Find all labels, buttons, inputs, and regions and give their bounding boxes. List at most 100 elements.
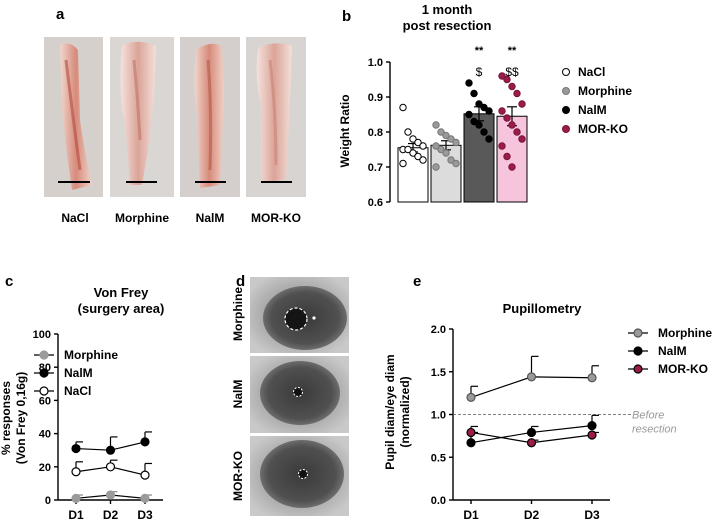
chart-b-point: [432, 163, 440, 171]
chart-b-point: [503, 75, 511, 84]
chart-b-point: [447, 156, 455, 164]
chart-c-ytick-label: 0: [45, 495, 51, 507]
chart-c: Von Frey (surgery area) % responses (Von…: [0, 285, 164, 522]
sample-label-morphine: Morphine: [115, 211, 169, 225]
chart-e-legend-label: MOR-KO: [658, 362, 708, 376]
chart-c-xtick-label: D1: [68, 508, 84, 522]
chart-b-point: [442, 149, 450, 157]
chart-b-point: [419, 156, 427, 164]
chart-c-legend-marker: [39, 386, 49, 396]
chart-e-xtick-label: D2: [524, 508, 540, 522]
chart-e-reference-label: resection: [632, 424, 677, 436]
chart-b-ytick-label: 0.9: [368, 92, 383, 104]
chart-c-ylabel: % responses: [0, 381, 13, 455]
chart-b-legend-marker: [562, 87, 570, 95]
chart-b-point: [470, 89, 478, 98]
chart-e-legend-label: Morphine: [658, 326, 712, 340]
chart-b-point: [414, 152, 422, 161]
panel-a-photos: NaCl Morphine NalM MOR-KO: [44, 37, 306, 225]
chart-b-point: [404, 128, 412, 136]
chart-b-point: [485, 107, 493, 115]
chart-b-point: [498, 107, 506, 115]
chart-b-point: [432, 142, 440, 150]
chart-c-point-nalm: [105, 445, 116, 455]
chart-b-point: [399, 103, 407, 112]
chart-c-xtick-label: D2: [103, 508, 119, 522]
chart-b-point: [419, 142, 427, 150]
chart-b-point: [399, 159, 407, 168]
chart-e-ylabel: Pupil diam/eye diam: [383, 354, 397, 469]
chart-e-legend-marker: [633, 328, 643, 338]
chart-c-point-nacl: [71, 467, 81, 477]
tissue-photo-nalm: [180, 37, 240, 197]
panel-label-e: e: [413, 273, 421, 290]
chart-b-point: [485, 135, 493, 143]
chart-c-ytick-label: 60: [39, 395, 51, 407]
chart-b-point: [437, 128, 445, 136]
chart-b-bar-mor-ko: [496, 115, 528, 203]
chart-b-ytick-label: 0.8: [368, 127, 383, 139]
sample-label-morko: MOR-KO: [251, 211, 301, 225]
chart-c-legend-marker: [39, 350, 49, 360]
chart-b-significance-dollar: $$: [505, 65, 519, 79]
chart-b-point: [518, 100, 526, 108]
chart-e-ytick-label: 0.0: [431, 495, 446, 507]
chart-b-ytick-label: 0.6: [368, 197, 383, 209]
chart-b-significance: **: [475, 45, 484, 57]
tissue-photo-morphine: [110, 37, 174, 197]
chart-b-point: [518, 135, 526, 143]
chart-e-point-mor-ko: [526, 438, 537, 448]
chart-e-ytick-label: 0.5: [431, 452, 446, 464]
chart-b-point: [442, 131, 450, 140]
chart-b-point: [404, 145, 412, 154]
chart-c-ytick-label: 20: [39, 462, 51, 474]
chart-e-legend-marker: [633, 364, 643, 374]
chart-b-legend-label: MOR-KO: [578, 122, 628, 136]
chart-e: Pupillometry Pupil diam/eye diam (normal…: [383, 301, 712, 522]
chart-b-point: [414, 138, 422, 147]
chart-b-point: [475, 121, 483, 129]
chart-b-point: [465, 79, 473, 87]
chart-e-legend-label: NalM: [658, 344, 687, 358]
chart-b-point: [498, 72, 506, 80]
chart-e-point-morphine: [526, 372, 537, 382]
chart-c-point-morphine: [105, 490, 116, 500]
panel-label-d: d: [236, 273, 245, 290]
chart-e-point-nalm: [587, 421, 597, 431]
tissue-photo-nacl: [44, 37, 103, 197]
chart-b-ytick-label: 0.7: [368, 162, 383, 174]
chart-b-point: [480, 128, 488, 136]
chart-b-legend-marker: [562, 68, 570, 76]
chart-e-point-mor-ko: [587, 430, 597, 440]
chart-c-title: Von Frey: [94, 285, 149, 300]
chart-b-point: [480, 103, 488, 112]
eye-row-label-morko: MOR-KO: [231, 451, 245, 501]
sample-label-nalm: NalM: [196, 211, 225, 225]
chart-c-point-morphine: [140, 493, 150, 503]
chart-e-ylabel2: (normalized): [398, 376, 412, 447]
chart-b-significance-dollar: $: [476, 65, 483, 79]
chart-e-reference-label: Before: [632, 410, 664, 422]
chart-b-point: [503, 114, 511, 122]
chart-c-ytick-label: 100: [33, 329, 51, 341]
chart-b-point: [508, 121, 516, 129]
chart-c-point-nalm: [71, 443, 81, 454]
chart-b-point: [432, 121, 440, 129]
chart-e-point-mor-ko: [466, 427, 476, 438]
chart-c-legend-marker: [39, 368, 49, 378]
chart-e-xtick-label: D3: [584, 508, 600, 522]
eye-photo-morphine: [250, 277, 349, 353]
chart-c-legend-label: NalM: [64, 366, 93, 380]
chart-b-point: [452, 159, 460, 168]
tissue-photo-morko: [246, 37, 306, 197]
chart-b-point: [513, 128, 521, 136]
chart-e-legend-marker: [633, 346, 643, 356]
chart-b-point: [437, 145, 445, 154]
chart-e-point-nalm: [526, 427, 537, 438]
chart-c-point-nacl: [140, 470, 150, 480]
chart-b-point: [409, 135, 417, 143]
chart-b-point: [409, 149, 417, 157]
chart-c-point-nalm: [140, 437, 150, 447]
chart-b-legend-marker: [562, 125, 570, 133]
chart-c-ylabel2: (Von Frey 0,16g): [14, 372, 28, 464]
